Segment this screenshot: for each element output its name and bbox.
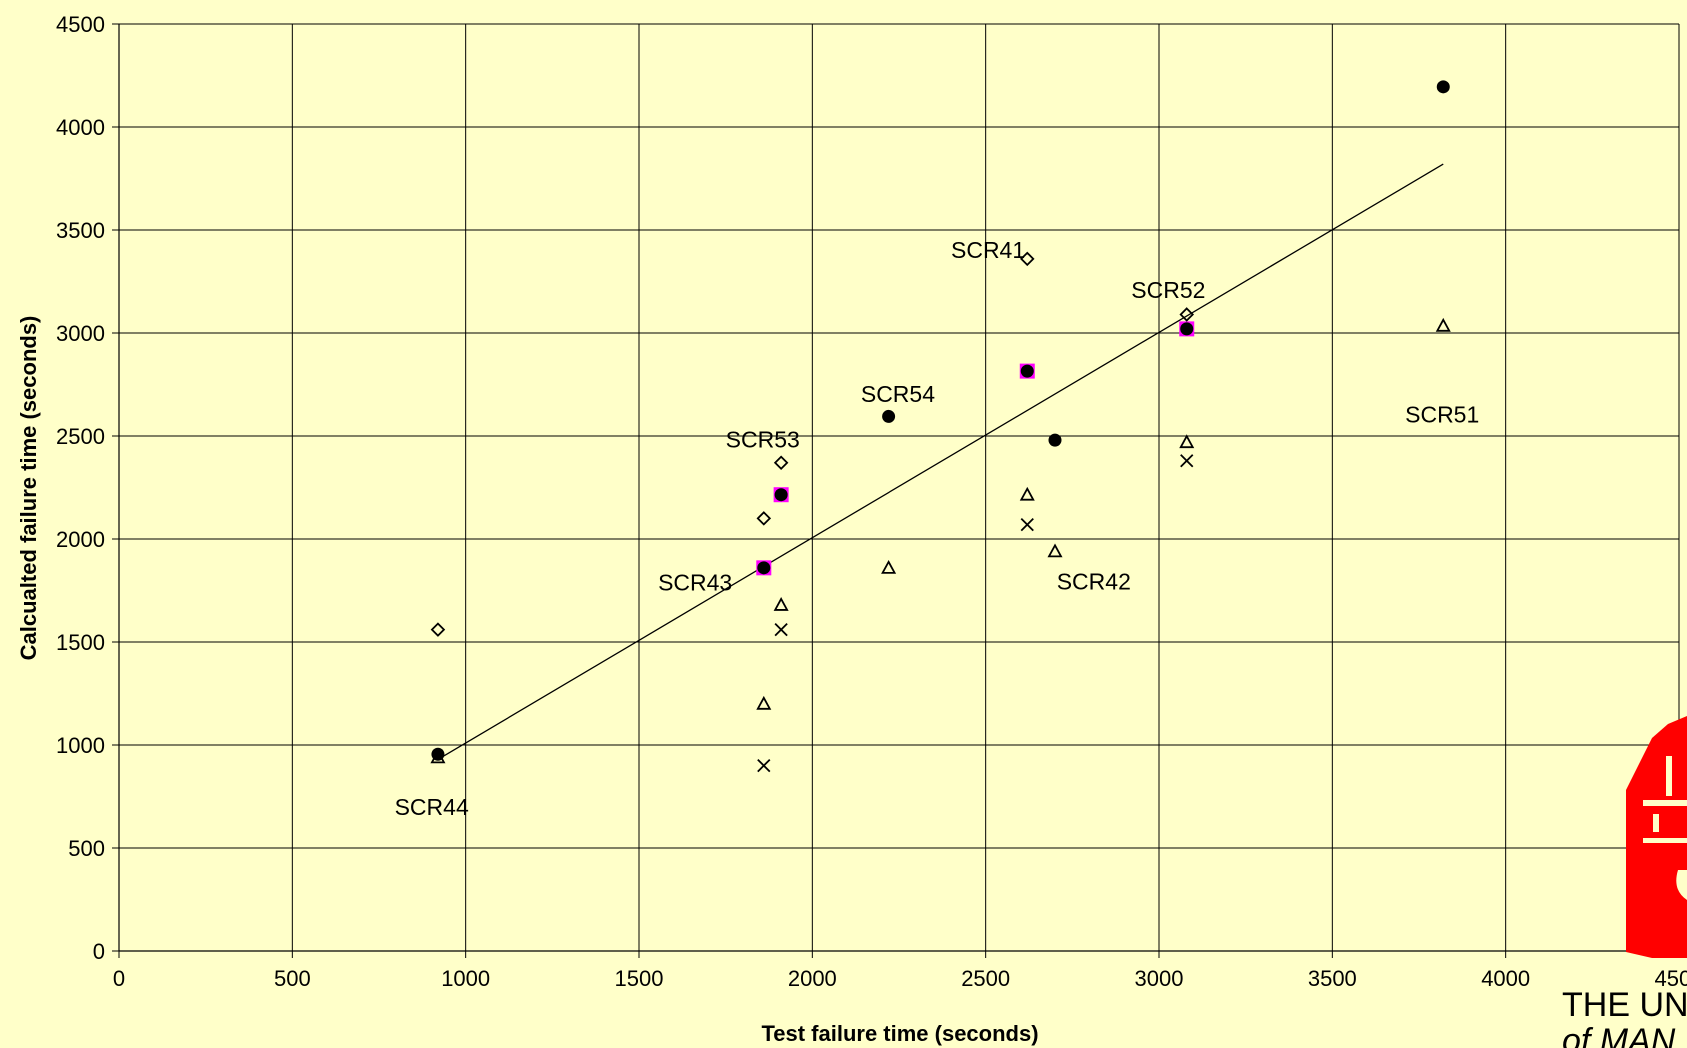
circle-point [774,488,788,502]
trend-line [437,163,1444,760]
circle-point [1180,322,1194,336]
x-tick-label: 4500 [1655,966,1687,991]
university-logo: THE UN of MAN [1562,716,1687,1048]
x-tick-label: 1000 [441,966,490,991]
university-crest-icon [1626,716,1687,958]
y-tick-label: 1500 [56,630,105,655]
y-tick-label: 3000 [56,321,105,346]
x-stroke [757,758,771,773]
y-tick-label: 0 [93,939,105,964]
triangle-point [1019,486,1035,501]
point-label: SCR54 [861,381,935,407]
triangle-point [756,695,772,710]
y-tick-label: 1000 [56,733,105,758]
x-axis-title: Test failure time (seconds) [761,1021,1038,1046]
x-tick-label: 2000 [788,966,837,991]
triangle-point [1047,543,1063,558]
x-point [1180,454,1194,468]
y-tick-label: 4000 [56,115,105,140]
logo-text-line1: THE UN [1562,986,1687,1024]
y-tick-label: 3500 [56,218,105,243]
x-tick-label: 1500 [615,966,664,991]
point-label: SCR43 [658,570,732,596]
point-label: SCR42 [1057,568,1131,594]
x-stroke [1020,517,1034,532]
x-tick-label: 2500 [961,966,1010,991]
diamond-point [1179,307,1195,322]
circle-point [757,561,771,575]
x-point [1020,517,1034,532]
point-label: SCR51 [1405,402,1479,428]
x-stroke [774,623,788,637]
diamond-point [1019,251,1035,267]
tick-labels: 0 500 1000 1500 2000 2500 3000 3500 4000 4500 0 500… [56,12,1687,991]
y-axis-title: Calcualted failure time (seconds) [16,316,41,661]
x-tick-label: 500 [274,966,311,991]
circle-point [1020,364,1034,378]
x-tick-label: 3000 [1135,966,1184,991]
point-label: SCR53 [726,426,800,452]
diamond-point [756,511,772,526]
grid-lines [119,23,1680,951]
logo-text-line2: of MAN [1562,1022,1676,1048]
y-tick-label: 2000 [56,527,105,552]
point-label: SCR41 [951,237,1025,263]
triangle-point [1435,317,1451,332]
diamond-point [430,622,446,637]
circle-point [882,409,896,423]
triangle-point [773,597,789,611]
x-tick-label: 0 [113,966,125,991]
point-label: SCR44 [395,794,469,820]
data-marks [430,80,1451,773]
axes [112,23,1680,958]
x-point [757,758,771,773]
x-tick-label: 3500 [1308,966,1357,991]
x-stroke [1180,454,1194,468]
triangle-point [1179,434,1195,449]
point-annotations: SCR41 SCR52 SCR54 SCR53 SCR51 SCR43 SCR42 SCR44 [395,237,1480,820]
y-tick-label: 500 [68,836,105,861]
triangle-point [881,559,897,574]
x-tick-label: 4000 [1481,966,1530,991]
circle-point [1436,80,1450,94]
diamond-point [773,455,789,471]
circle-point [1048,433,1062,447]
triangle-point [430,749,446,764]
point-label: SCR52 [1131,277,1205,303]
y-tick-label: 2500 [56,424,105,449]
y-tick-label: 4500 [56,12,105,37]
x-point [774,623,788,637]
